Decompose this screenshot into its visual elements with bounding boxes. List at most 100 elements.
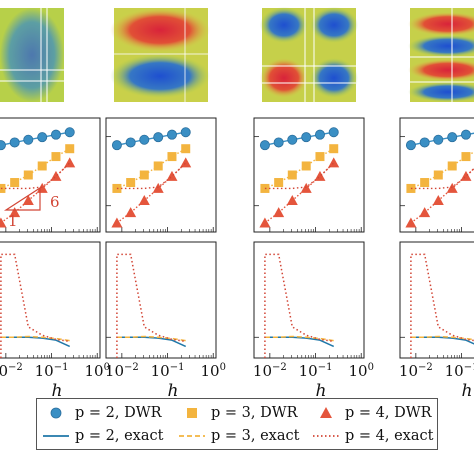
dwr-point-p3: [301, 161, 311, 171]
dwr-point-p3: [0, 183, 6, 193]
exact-series-line: [116, 335, 186, 342]
dwr-point-p3: [315, 152, 325, 162]
dwr-point-p2: [125, 137, 136, 148]
dwr-point-p3: [153, 161, 163, 171]
dwr-point-p4: [0, 217, 7, 228]
dwr-point-p4: [64, 157, 76, 168]
legend-label: p = 2, exact: [75, 428, 164, 444]
x-axis-label: h: [168, 381, 179, 401]
legend-item-p4-dwr: p = 4, DWR: [311, 402, 432, 424]
circle-marker-icon: [50, 407, 62, 419]
dwr-point-p4: [273, 207, 285, 218]
dwr-point-p2: [287, 134, 298, 145]
legend-label: p = 3, DWR: [211, 405, 298, 421]
dwr-point-p2: [273, 137, 284, 148]
series-line: [0, 148, 71, 190]
dwr-point-p4: [446, 182, 458, 193]
dwr-point-p4: [286, 195, 298, 206]
dwr-point-p4: [111, 217, 123, 228]
x-axis-label: h: [316, 381, 327, 401]
heatmap-1: [0, 8, 64, 102]
legend-label: p = 3, exact: [211, 428, 300, 444]
series-line: [116, 148, 187, 190]
dwr-point-p4: [180, 157, 192, 168]
convergence-panel-2: [105, 117, 217, 233]
dwr-point-p3: [433, 170, 443, 180]
legend-item-p3-dwr: p = 3, DWR: [177, 402, 298, 424]
x-tick-label: 10−1: [299, 362, 333, 380]
dwr-point-p4: [259, 217, 271, 228]
dwr-point-p4: [460, 170, 472, 181]
dwr-point-p3: [139, 170, 149, 180]
dwr-point-p2: [419, 137, 430, 148]
square-marker-icon: [187, 408, 197, 418]
dwr-point-p2: [447, 132, 458, 143]
dwr-point-p2: [111, 140, 122, 151]
exact-series-line: [0, 335, 70, 342]
dwr-point-p3: [10, 178, 20, 188]
dwr-point-p3: [126, 178, 136, 188]
triangle-marker-icon: [320, 407, 332, 418]
plot-frame: [105, 241, 217, 359]
dwr-point-p3: [461, 152, 471, 162]
dwr-point-p2: [50, 129, 61, 140]
dwr-point-p4: [166, 170, 178, 181]
effectivity-panel-2: [105, 241, 217, 359]
legend-item-p3-exact: p = 3, exact: [177, 425, 299, 447]
dwr-point-p2: [166, 129, 177, 140]
effectivity-panel-4: [399, 241, 474, 359]
x-tick-label: 10−1: [151, 362, 185, 380]
run-label: 1: [8, 212, 18, 230]
convergence-panel-1: [0, 117, 101, 233]
dwr-point-p3: [420, 178, 430, 188]
x-tick-label: 100: [84, 362, 109, 380]
exact-series-line: [264, 335, 334, 342]
dashed-line-icon: [179, 435, 205, 437]
x-tick-label: 10−2: [399, 362, 433, 380]
series-line: [264, 148, 335, 190]
dwr-point-p4: [328, 157, 340, 168]
plot-frame: [0, 241, 101, 359]
dwr-point-p2: [259, 140, 270, 151]
dwr-point-p4: [138, 195, 150, 206]
plot-frame: [253, 241, 365, 359]
x-axis-label: h: [52, 381, 63, 401]
dwr-point-p4: [419, 207, 431, 218]
dwr-point-p3: [287, 170, 297, 180]
series-line: [410, 151, 474, 190]
dwr-point-p4: [9, 207, 21, 218]
effectivity-row: 10−2 10−1 100 h 10−2 10−1 100 h 10−2 10−1 100 h 10−2…: [0, 241, 474, 401]
x-tick-label: 10−1: [35, 362, 69, 380]
legend-item-p2-dwr: p = 2, DWR: [41, 402, 162, 424]
dwr-point-p3: [65, 144, 75, 154]
dwr-point-p4: [125, 207, 137, 218]
dwr-point-p2: [433, 134, 444, 145]
dwr-point-p2: [23, 134, 34, 145]
heatmap-4: [408, 8, 474, 102]
heatmap-2: [110, 8, 210, 102]
dwr-point-p4: [152, 182, 164, 193]
dwr-point-p2: [180, 127, 191, 138]
convergence-panel-4: [399, 117, 474, 233]
convergence-row: [0, 117, 474, 233]
legend-item-p4-exact: p = 4, exact: [311, 425, 433, 447]
dwr-point-p3: [329, 144, 339, 154]
legend: p = 2, DWR p = 3, DWR p = 4, DWR p = 2, …: [36, 398, 438, 450]
dwr-point-p2: [37, 132, 48, 143]
dwr-point-p2: [405, 140, 416, 151]
dotted-line-icon: [313, 435, 339, 437]
solid-line-icon: [43, 435, 69, 437]
x-tick-label: 100: [348, 362, 373, 380]
dwr-point-p3: [181, 144, 191, 154]
dwr-point-p2: [314, 129, 325, 140]
x-tick-label: 10−2: [253, 362, 287, 380]
dwr-point-p3: [51, 152, 61, 162]
x-tick-label: 10−2: [105, 362, 139, 380]
dwr-point-p4: [300, 182, 312, 193]
dwr-point-p2: [9, 137, 20, 148]
dwr-point-p2: [64, 127, 75, 138]
dwr-point-p2: [153, 132, 164, 143]
dwr-point-p3: [37, 161, 47, 171]
x-tick-label: 10−2: [0, 362, 23, 380]
